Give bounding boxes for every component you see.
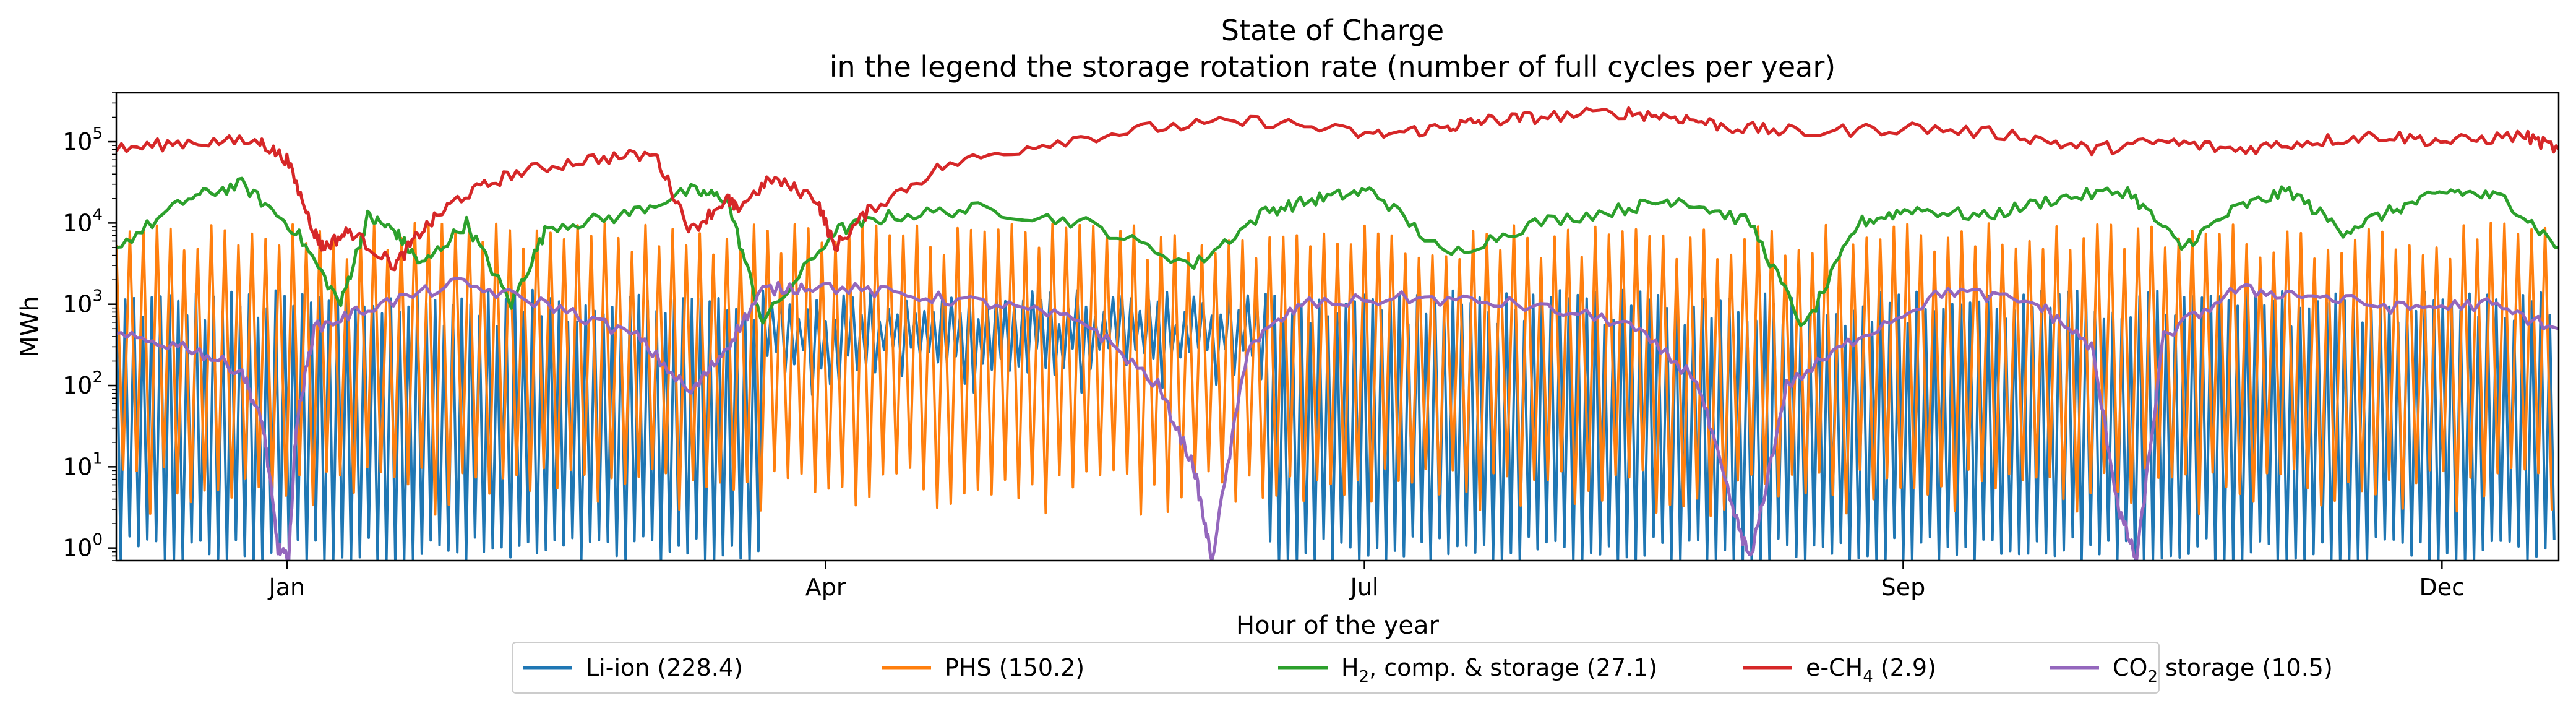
x-axis-label: Hour of the year (1236, 611, 1439, 640)
y-tick-label: 105 (62, 124, 103, 155)
legend-box (512, 642, 2160, 694)
legend-label-1: PHS (150.2) (945, 654, 1084, 681)
legend-label-4: CO2 storage (10.5) (2113, 654, 2333, 686)
series-line-4 (116, 277, 2559, 561)
legend-label-2: H2, comp. & storage (27.1) (1341, 654, 1657, 686)
legend-label-3: e-CH4 (2.9) (1806, 654, 1936, 686)
x-tick-label: Dec (2419, 574, 2465, 601)
y-axis-label: MWh (16, 296, 45, 357)
legend-label-0: Li-ion (228.4) (586, 654, 743, 681)
legend: Li-ion (228.4) PHS (150.2) H2, comp. & sto… (512, 642, 2333, 694)
series-line-2 (116, 176, 2559, 327)
y-tick-label: 104 (62, 205, 103, 236)
chart-subtitle: in the legend the storage rotation rate … (830, 50, 1835, 84)
y-tick-label: 103 (62, 287, 103, 318)
plot-frame (115, 92, 2560, 562)
x-tick-label: Sep (1881, 574, 1926, 601)
series-line-1 (116, 222, 2553, 517)
series-layer (116, 106, 2559, 561)
x-tick-label: Jul (1349, 574, 1379, 601)
x-tick-label: Jan (267, 574, 305, 601)
y-tick-label: 100 (62, 531, 103, 562)
y-axis-ticks: 100 101 102 103 104 105 (62, 92, 116, 562)
y-tick-label: 101 (62, 449, 103, 480)
x-tick-label: Apr (805, 574, 846, 601)
y-tick-label: 102 (62, 368, 103, 399)
x-axis-ticks: Jan Apr Jul Sep Dec (267, 561, 2465, 601)
series-line-3 (116, 106, 2559, 272)
chart-title: State of Charge (1221, 14, 1444, 47)
